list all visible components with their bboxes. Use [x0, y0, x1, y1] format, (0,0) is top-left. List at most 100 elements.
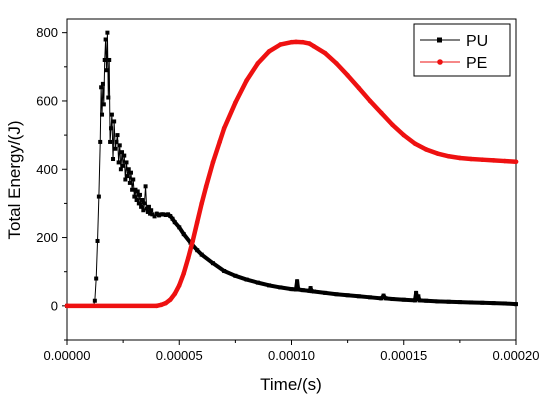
data-point — [133, 187, 138, 192]
data-point — [143, 184, 148, 189]
y-tick-label: 800 — [36, 25, 58, 40]
legend-label-pe: PE — [466, 55, 487, 72]
data-point — [308, 286, 313, 291]
data-point — [142, 201, 147, 206]
data-point — [255, 280, 260, 285]
data-point — [381, 293, 386, 298]
data-point — [412, 298, 417, 303]
legend: PU PE — [413, 23, 511, 77]
data-point — [309, 289, 314, 294]
series-layer — [64, 30, 519, 309]
y-axis-ticks: 0 200 400 600 800 — [36, 25, 67, 341]
data-point — [217, 139, 222, 145]
x-tick-label: 0.00000 — [44, 348, 91, 363]
data-point — [513, 159, 519, 165]
data-point — [104, 68, 109, 73]
data-point — [345, 73, 350, 78]
data-point — [107, 57, 112, 62]
data-point — [150, 212, 155, 217]
data-point — [99, 85, 104, 90]
data-point — [311, 289, 316, 294]
data-point — [289, 39, 294, 45]
data-point — [266, 49, 272, 54]
data-point — [154, 211, 159, 216]
data-point — [101, 102, 106, 107]
data-point — [199, 201, 204, 206]
data-point — [244, 78, 249, 83]
data-point — [146, 204, 151, 209]
data-point — [480, 157, 485, 162]
data-point — [278, 285, 283, 290]
data-point — [435, 151, 440, 156]
data-point — [190, 238, 196, 244]
data-point — [128, 170, 133, 175]
data-point — [105, 30, 110, 35]
legend-label-pu: PU — [466, 33, 488, 50]
data-point — [345, 293, 350, 298]
data-point — [157, 213, 162, 218]
x-tick-label: 0.00020 — [493, 348, 540, 363]
data-point — [244, 277, 249, 282]
data-point — [118, 167, 123, 172]
data-point — [222, 269, 227, 274]
data-point — [415, 297, 420, 302]
data-point — [102, 57, 107, 62]
data-point — [307, 288, 312, 293]
data-point — [163, 300, 169, 306]
data-point — [114, 139, 119, 144]
data-point — [435, 299, 440, 304]
data-point — [233, 273, 238, 278]
data-point — [502, 158, 508, 164]
data-point — [98, 139, 103, 144]
data-point — [144, 206, 149, 211]
data-point — [293, 287, 298, 292]
legend-box — [413, 23, 511, 77]
data-point — [113, 146, 118, 151]
data-point — [446, 299, 451, 304]
data-point — [132, 194, 137, 199]
y-tick-label: 0 — [51, 298, 58, 313]
data-point — [158, 302, 164, 308]
y-tick-label: 200 — [36, 230, 58, 245]
data-point — [145, 209, 150, 214]
data-point — [163, 213, 168, 218]
data-point — [379, 296, 384, 301]
data-point — [124, 160, 129, 165]
data-point — [195, 248, 200, 253]
data-point — [416, 294, 421, 299]
data-point — [95, 238, 100, 243]
data-point — [123, 177, 128, 182]
data-point — [457, 300, 462, 305]
data-point — [267, 283, 272, 288]
data-point — [368, 295, 373, 300]
data-point — [379, 110, 384, 116]
data-point — [108, 139, 113, 144]
data-point — [170, 216, 175, 221]
data-point — [277, 42, 283, 47]
data-point — [424, 298, 429, 303]
data-point — [390, 297, 395, 302]
data-point — [446, 153, 451, 159]
y-tick-label: 400 — [36, 162, 58, 177]
data-point — [177, 225, 182, 230]
x-tick-label: 0.00010 — [268, 348, 315, 363]
data-point — [92, 298, 97, 303]
data-point — [300, 39, 306, 45]
legend-marker-pu — [437, 37, 442, 43]
data-point — [323, 290, 328, 295]
series-line-pe — [64, 39, 519, 309]
data-point — [131, 177, 136, 182]
data-point — [125, 174, 130, 179]
data-point — [134, 197, 139, 202]
x-tick-label: 0.00015 — [380, 348, 427, 363]
data-point — [185, 255, 191, 261]
data-point — [417, 298, 422, 303]
data-point — [457, 155, 463, 161]
data-point — [307, 41, 312, 46]
data-point — [149, 208, 154, 213]
data-point — [469, 300, 474, 305]
x-tick-label: 0.00005 — [156, 348, 203, 363]
data-point — [181, 271, 187, 276]
x-axis-title: Time/(s) — [260, 375, 322, 394]
